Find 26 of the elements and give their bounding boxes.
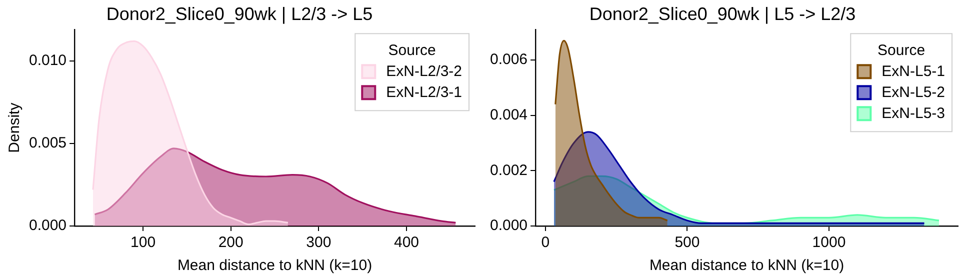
y-tick-label: 0.000 (28, 217, 67, 234)
y-tick-label: 0.000 (490, 217, 528, 234)
y-tick-label: 0.010 (28, 52, 67, 70)
x-axis-title: Mean distance to kNN (k=10) (649, 257, 844, 274)
legend-title: Source (878, 42, 926, 60)
legend-label: ExN-L2/3-2 (386, 63, 462, 80)
y-tick-label: 0.005 (28, 134, 67, 152)
legend-label: ExN-L5-2 (882, 84, 946, 102)
y-tick-label: 0.006 (490, 51, 528, 68)
x-tick-label: 1000 (812, 234, 846, 252)
x-tick-label: 0 (541, 234, 550, 252)
legend-title: Source (388, 42, 436, 60)
legend-label: ExN-L5-1 (882, 63, 946, 80)
x-tick-label: 200 (218, 234, 244, 252)
x-tick-label: 100 (130, 234, 156, 252)
chart-title: Donor2_Slice0_90wk | L5 -> L2/3 (589, 4, 856, 24)
chart-title: Donor2_Slice0_90wk | L2/3 -> L5 (106, 4, 373, 24)
legend-label: ExN-L5-3 (882, 105, 946, 122)
y-tick-label: 0.002 (490, 162, 528, 179)
x-axis-title: Mean distance to kNN (k=10) (177, 257, 372, 274)
y-axis-title: Density (6, 102, 24, 153)
x-tick-label: 500 (674, 234, 700, 252)
y-tick-label: 0.004 (490, 106, 528, 124)
x-tick-label: 300 (306, 234, 332, 252)
x-tick-label: 400 (394, 234, 420, 252)
legend-label: ExN-L2/3-1 (386, 84, 462, 102)
